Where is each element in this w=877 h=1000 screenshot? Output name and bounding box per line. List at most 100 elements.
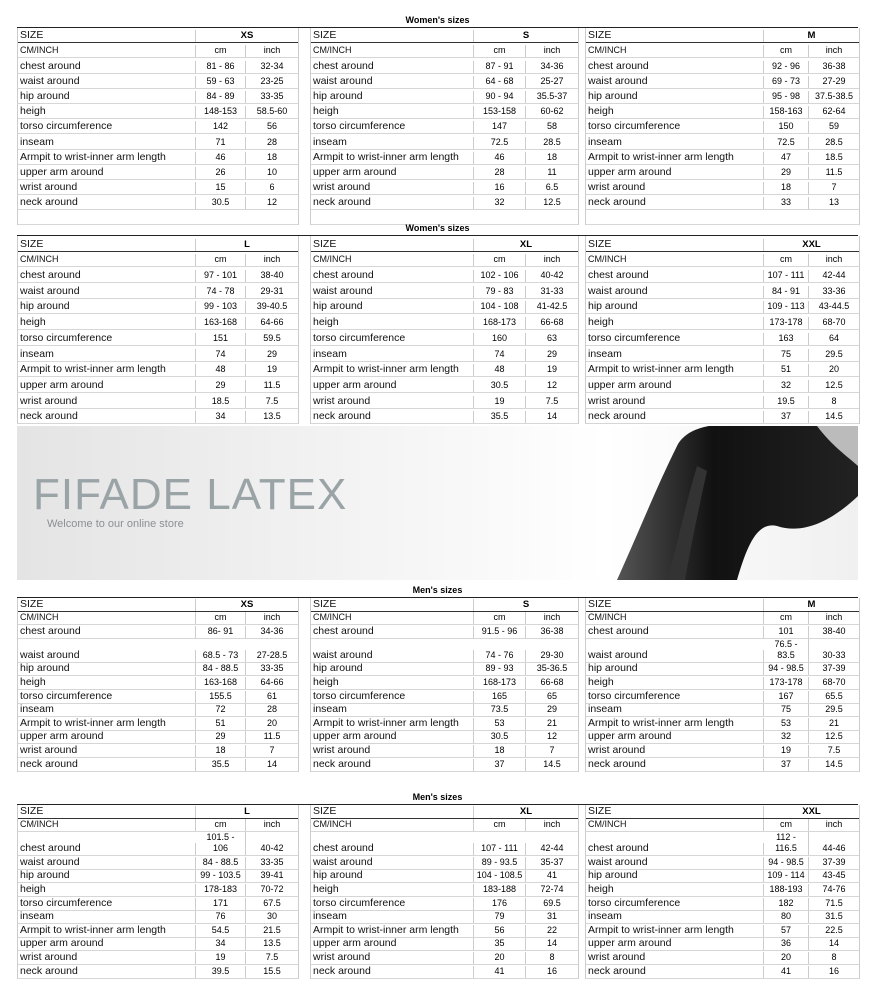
table-row: heigh 168-173 66-68 xyxy=(311,676,578,690)
table-row: waist around 79 - 83 31-33 xyxy=(311,283,578,299)
table-row: chest around 87 - 91 34-36 xyxy=(311,58,578,74)
size-table: SIZE XXL CM/INCH cm inch chest around 112 - 11… xyxy=(585,805,860,979)
inch-value: 71.5 xyxy=(825,897,843,908)
measure-label: hip around xyxy=(311,301,474,314)
table-row: hip around 95 - 98 37.5-38.5 xyxy=(586,89,859,104)
table-row: Armpit to wrist-inner arm length 53 21 xyxy=(311,717,578,731)
table-row: neck around 39.5 15.5 xyxy=(18,965,298,979)
table-row: chest around 97 - 101 38-40 xyxy=(18,267,298,284)
inch-value: 28.5 xyxy=(825,136,843,147)
banner-art xyxy=(617,426,858,580)
measure-label: neck around xyxy=(586,411,764,424)
cm-value: 74 xyxy=(474,348,526,361)
cm-header: cm xyxy=(764,45,809,58)
cm-value: 90 - 94 xyxy=(474,90,526,103)
measure-label: chest around xyxy=(311,60,474,73)
table-row: upper arm around 30.5 12 xyxy=(311,377,578,393)
measure-label: Armpit to wrist-inner arm length xyxy=(586,717,764,730)
inch-value: 67.5 xyxy=(263,897,281,908)
unit-header: CM/INCH xyxy=(311,612,474,625)
measure-label: chest around xyxy=(18,60,196,73)
section-title: Men's sizes xyxy=(17,584,858,598)
table-row: CM/INCH cm inch xyxy=(586,612,859,626)
inch-value: 18.5 xyxy=(825,151,843,162)
inch-header: inch xyxy=(263,612,281,623)
table-row: hip around 84 - 89 33-35 xyxy=(18,89,298,104)
cm-value: 84 - 89 xyxy=(196,90,246,103)
measure-label: neck around xyxy=(586,965,764,978)
measure-label: inseam xyxy=(586,704,764,717)
measure-label: Armpit to wrist-inner arm length xyxy=(18,151,196,164)
inch-value: 29-30 xyxy=(540,649,564,660)
unit-header: CM/INCH xyxy=(311,819,474,832)
cm-value: 32 xyxy=(764,731,809,744)
cm-value: 178-183 xyxy=(196,883,246,896)
table-row: chest around 102 - 106 40-42 xyxy=(311,267,578,284)
size-name: S xyxy=(522,598,530,610)
cm-value: 163-168 xyxy=(196,676,246,689)
table-row: SIZE L xyxy=(18,805,298,819)
cm-value: 37 xyxy=(764,411,809,424)
size-name: XL xyxy=(519,805,533,817)
measure-label: inseam xyxy=(311,136,474,149)
measure-label: inseam xyxy=(586,911,764,924)
measure-label: wrist around xyxy=(586,951,764,964)
table-row: SIZE XL xyxy=(311,805,578,819)
cm-value: 101.5 - 106 xyxy=(196,832,246,856)
cm-value: 102 - 106 xyxy=(474,270,526,283)
measure-label: chest around xyxy=(311,625,474,638)
unit-header: CM/INCH xyxy=(18,612,196,625)
cm-value: 87 - 91 xyxy=(474,60,526,73)
cm-value: 75 xyxy=(764,704,809,717)
inch-value: 7 xyxy=(269,744,275,755)
measure-label: chest around xyxy=(18,843,196,856)
inch-value: 7.5 xyxy=(545,395,559,406)
cm-value: 37 xyxy=(764,758,809,771)
inch-value: 29 xyxy=(266,348,277,359)
inch-header: inch xyxy=(543,254,561,265)
table-row: chest around 107 - 111 42-44 xyxy=(311,832,578,857)
measure-label: wrist around xyxy=(311,395,474,408)
inch-value: 38-40 xyxy=(822,625,846,636)
table-row: heigh 158-163 62-64 xyxy=(586,104,859,120)
table-row: hip around 89 - 93 35-36.5 xyxy=(311,663,578,677)
table-row: SIZE XS xyxy=(18,598,298,612)
inch-header: inch xyxy=(825,819,843,830)
cm-value: 74 xyxy=(196,348,246,361)
table-row: hip around 99 - 103 39-40.5 xyxy=(18,299,298,315)
table-row: upper arm around 32 12.5 xyxy=(586,377,859,393)
table-row: torso circumference 163 64 xyxy=(586,330,859,346)
cm-value: 30.5 xyxy=(196,197,246,210)
measure-label: wrist around xyxy=(586,182,764,195)
table-row: neck around 34 13.5 xyxy=(18,409,298,425)
table-row: chest around 101 38-40 xyxy=(586,625,859,639)
inch-header: inch xyxy=(825,612,843,623)
inch-value: 19 xyxy=(266,364,277,375)
inch-value: 12 xyxy=(546,731,557,742)
measure-label: heigh xyxy=(18,883,196,896)
measure-label: chest around xyxy=(311,270,474,283)
cm-value: 75 xyxy=(764,348,809,361)
table-row: inseam 72 28 xyxy=(18,704,298,718)
table-row: torso circumference 171 67.5 xyxy=(18,897,298,911)
cm-value: 53 xyxy=(474,717,526,730)
table-row xyxy=(586,210,859,226)
measure-label: torso circumference xyxy=(311,332,474,345)
cm-value: 168-173 xyxy=(474,317,526,330)
measure-label: heigh xyxy=(586,676,764,689)
cm-value: 20 xyxy=(474,951,526,964)
table-row: chest around 101.5 - 106 40-42 xyxy=(18,832,298,857)
measure-label: upper arm around xyxy=(311,938,474,951)
size-header: SIZE xyxy=(586,30,764,43)
inch-value: 40-42 xyxy=(260,843,284,854)
cm-value: 56 xyxy=(474,924,526,937)
tagline: Welcome to our online store xyxy=(47,518,184,530)
cm-value: 151 xyxy=(196,332,246,345)
cm-value: 64 - 68 xyxy=(474,75,526,88)
table-row: CM/INCH cm inch xyxy=(18,819,298,833)
table-row xyxy=(18,210,298,226)
inch-value: 33-35 xyxy=(260,90,284,101)
measure-label: waist around xyxy=(311,856,474,869)
measure-label: hip around xyxy=(586,870,764,883)
inch-header: inch xyxy=(825,254,843,265)
